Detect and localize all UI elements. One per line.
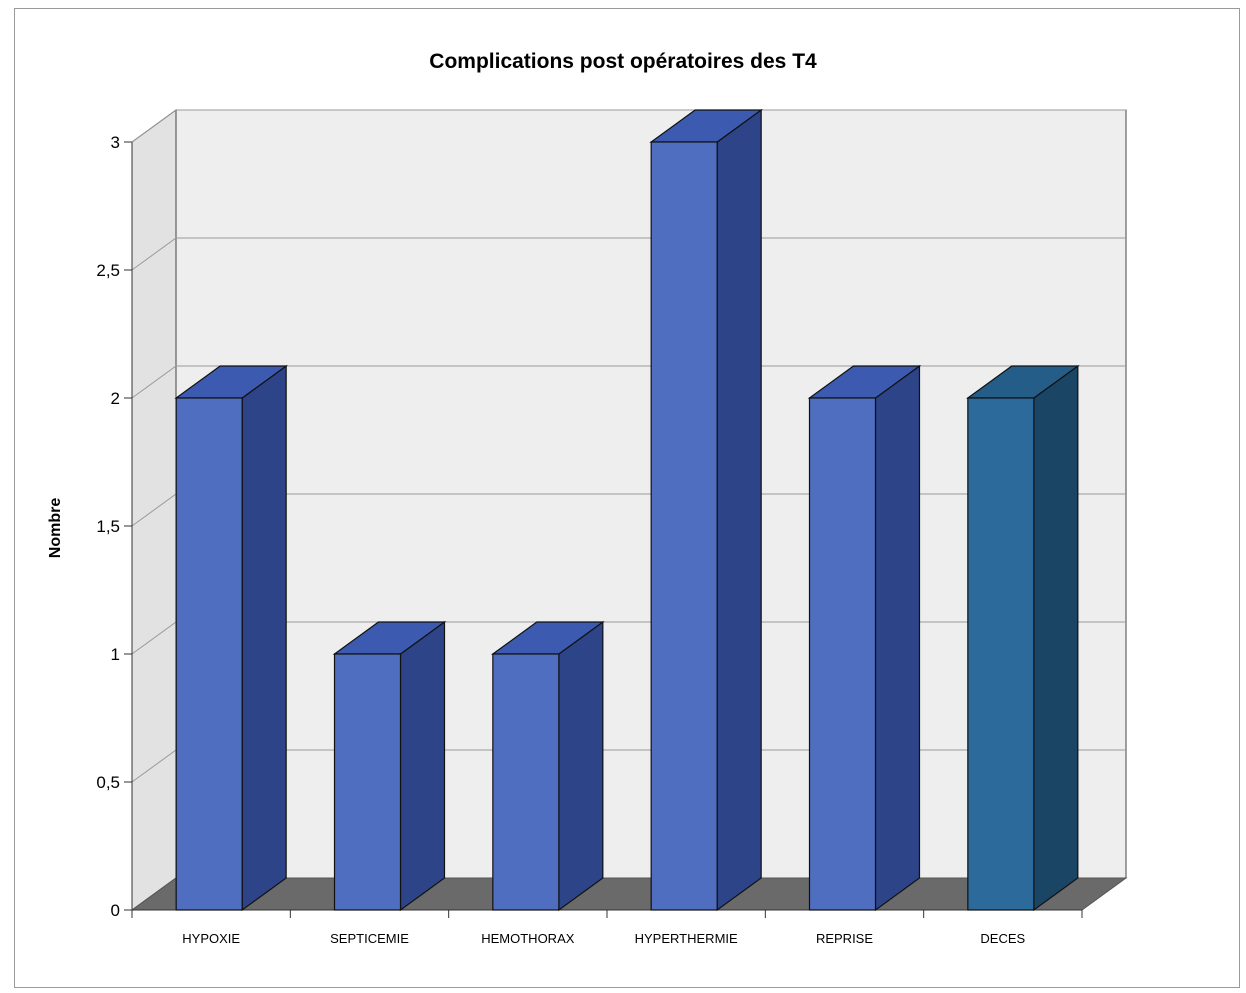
bar-hyperthermie bbox=[650, 141, 718, 911]
x-tick-label: HYPERTHERMIE bbox=[635, 931, 738, 946]
gridline bbox=[131, 365, 1126, 399]
bar-deces bbox=[967, 397, 1035, 911]
bar-hemothorax bbox=[492, 653, 560, 911]
gridline bbox=[131, 109, 1126, 143]
bar-hypoxie bbox=[175, 397, 243, 911]
y-tick-label: 1 bbox=[111, 645, 120, 664]
y-tick-label: 3 bbox=[111, 133, 120, 152]
x-tick-label: REPRISE bbox=[816, 931, 873, 946]
bar-septicemie bbox=[333, 653, 402, 911]
bar-side-hyperthermie bbox=[716, 108, 762, 912]
bar-side-hypoxie bbox=[241, 364, 287, 912]
x-tick-label: SEPTICEMIE bbox=[330, 931, 409, 946]
chart-title: Complications post opératoires des T4 bbox=[429, 50, 817, 73]
bar-side-septicemie bbox=[399, 620, 446, 912]
x-tick-label: DECES bbox=[980, 931, 1025, 946]
y-tick-label: 1,5 bbox=[96, 517, 120, 536]
bar-side-hemothorax bbox=[558, 620, 604, 912]
y-tick-label: 2 bbox=[111, 389, 120, 408]
bar-side-reprise bbox=[874, 364, 921, 912]
x-tick-label: HYPOXIE bbox=[182, 931, 240, 946]
y-tick-label: 0 bbox=[111, 901, 120, 920]
gridline bbox=[131, 237, 1126, 271]
y-tick-label: 2,5 bbox=[96, 261, 120, 280]
y-tick-label: 0,5 bbox=[96, 773, 120, 792]
bar-side-deces bbox=[1033, 364, 1079, 912]
x-tick-label: HEMOTHORAX bbox=[481, 931, 575, 946]
bar-reprise bbox=[808, 397, 877, 911]
